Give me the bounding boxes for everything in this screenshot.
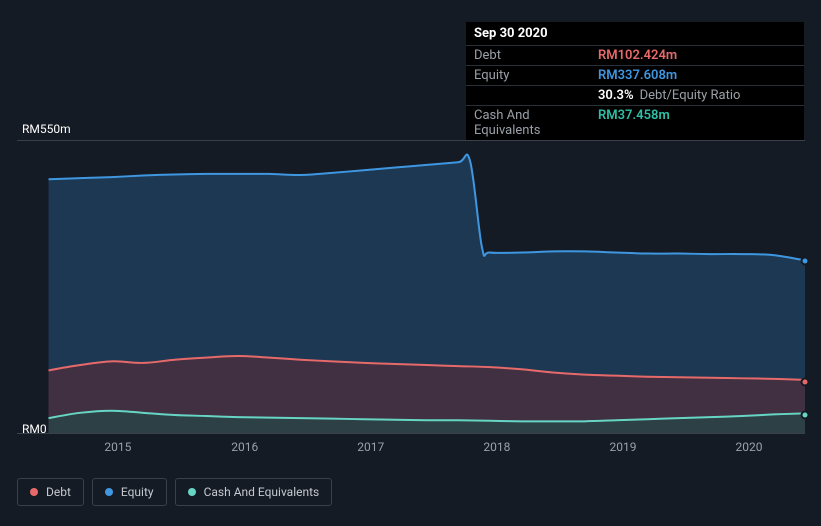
tooltip-row-value: RM102.424m [598,48,677,63]
area-chart-svg [17,141,805,433]
chart-legend: Debt Equity Cash And Equivalents [17,478,332,506]
tooltip-row-label: Equity [474,68,598,83]
legend-item-label: Debt [46,485,71,499]
tooltip-row-label: Cash And Equivalents [474,108,598,138]
y-axis-max-label: RM550m [22,122,71,136]
x-tick: 2019 [609,440,636,454]
chart-plot-area[interactable] [17,140,805,434]
legend-item-label: Equity [121,485,154,499]
tooltip-row-value: RM337.608m [598,68,677,83]
series-end-dot-cash-and-equivalents [801,411,810,420]
tooltip-row-value: 30.3% [598,88,634,103]
tooltip-row: 30.3% Debt/Equity Ratio [466,86,804,106]
tooltip-row: DebtRM102.424m [466,46,804,66]
series-end-dot-debt [801,377,810,386]
x-axis-ticks: 2015 2016 2017 2018 2019 2020 [17,440,805,460]
legend-item-debt[interactable]: Debt [17,478,84,506]
x-tick: 2018 [483,440,510,454]
tooltip-row-label: Debt [474,48,598,63]
legend-dot-icon [30,488,38,496]
tooltip-row: Cash And EquivalentsRM37.458m [466,106,804,140]
legend-dot-icon [105,488,113,496]
tooltip-date: Sep 30 2020 [466,22,804,46]
chart-tooltip: Sep 30 2020 DebtRM102.424mEquityRM337.60… [466,22,804,140]
x-tick: 2016 [231,440,258,454]
tooltip-row-suffix: Debt/Equity Ratio [640,88,741,103]
x-tick: 2020 [736,440,763,454]
legend-item-equity[interactable]: Equity [92,478,167,506]
tooltip-row-value: RM37.458m [598,108,670,138]
legend-item-cash-and-equivalents[interactable]: Cash And Equivalents [175,478,333,506]
legend-item-label: Cash And Equivalents [204,485,320,499]
x-tick: 2017 [357,440,384,454]
tooltip-row-label [474,88,598,103]
legend-dot-icon [188,488,196,496]
series-end-dot-equity [801,257,810,266]
tooltip-row: EquityRM337.608m [466,66,804,86]
x-tick: 2015 [104,440,131,454]
